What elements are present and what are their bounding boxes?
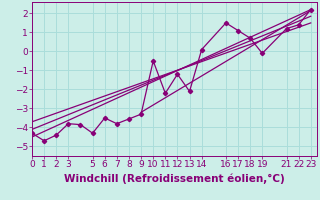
- X-axis label: Windchill (Refroidissement éolien,°C): Windchill (Refroidissement éolien,°C): [64, 173, 285, 184]
